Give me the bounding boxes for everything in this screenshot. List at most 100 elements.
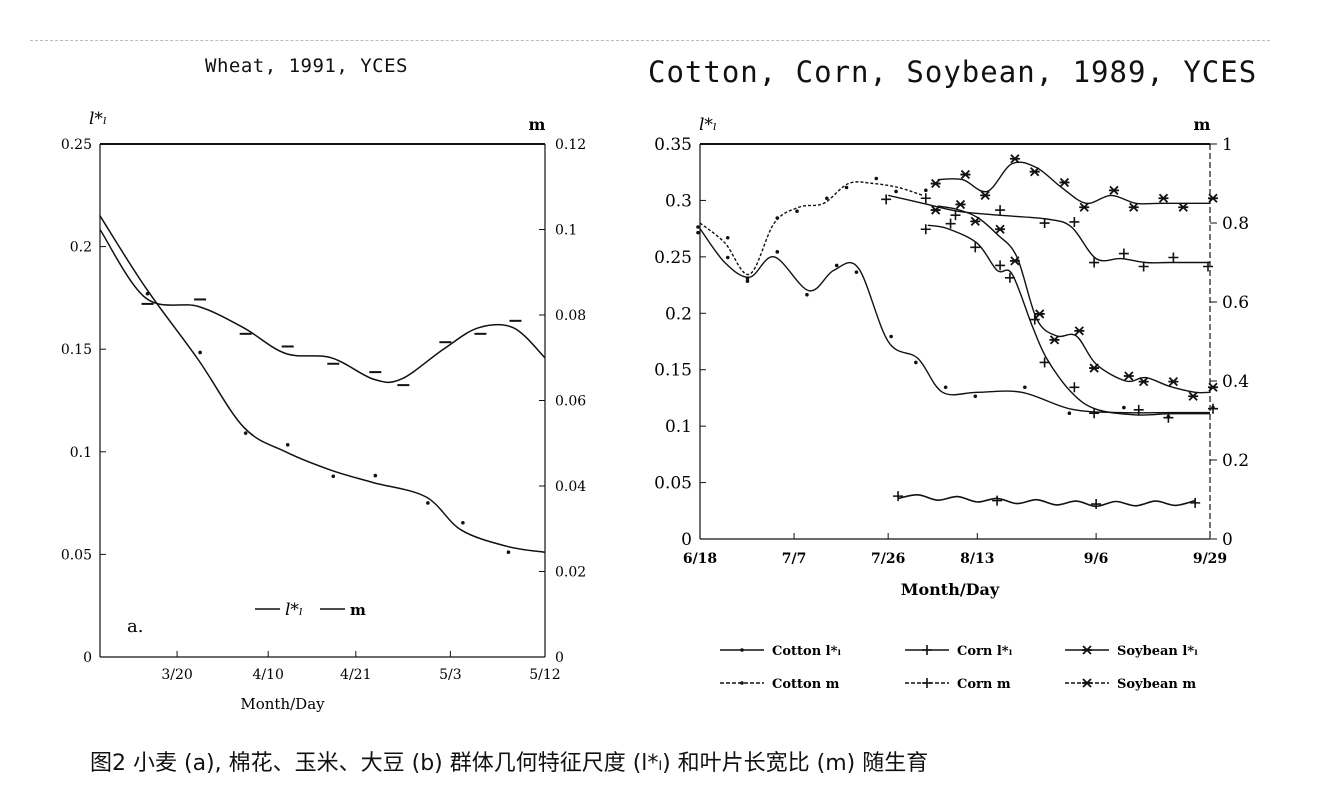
data-point (1009, 154, 1020, 164)
legend-marker (740, 648, 744, 652)
legend-label-l: l*ₗ (285, 600, 303, 620)
right-tick-label: 0 (1222, 530, 1233, 550)
legend-marker (1082, 645, 1092, 655)
right-tick-label: 0.8 (1222, 214, 1249, 234)
x-tick-label: 8/13 (960, 551, 994, 567)
data-point (1089, 363, 1100, 373)
data-point (725, 235, 730, 240)
left-tick-label: 0.1 (70, 445, 92, 461)
data-point (1178, 202, 1189, 212)
legend-label: Cotton m (772, 677, 840, 692)
data-point (824, 196, 829, 201)
series-line-5 (937, 161, 1210, 205)
left-tick-label: 0.35 (654, 135, 692, 155)
left-tick-label: 0 (681, 530, 692, 550)
x-axis-label: Month/Day (240, 695, 325, 713)
data-point (1009, 256, 1020, 266)
data-point (1128, 202, 1139, 212)
right-tick-label: 0.6 (1222, 293, 1249, 313)
legend-marker (922, 678, 932, 688)
data-point (1029, 167, 1040, 177)
data-point (970, 216, 981, 226)
data-point (894, 189, 898, 194)
data-point (506, 550, 511, 554)
data-point (950, 210, 961, 221)
data-point (1168, 252, 1179, 263)
left-tick-label: 0.05 (61, 547, 92, 563)
data-point (1089, 408, 1100, 419)
data-point (874, 176, 879, 181)
left-tick-label: 0.1 (665, 417, 692, 437)
legend-label-m: m (350, 601, 366, 619)
data-point (1163, 412, 1174, 423)
right-tick-label: 0.08 (555, 308, 586, 324)
data-point (331, 474, 336, 479)
series-line-0 (699, 228, 1210, 414)
data-point (1039, 218, 1050, 229)
left-tick-label: 0.2 (70, 240, 92, 256)
x-axis-label: Month/Day (901, 580, 1000, 599)
left-tick-label: 0.3 (665, 191, 692, 211)
legend-marker (1082, 678, 1092, 688)
right-axis-label: m (529, 115, 546, 134)
data-point (725, 255, 730, 260)
data-point (980, 190, 991, 201)
data-point (1049, 335, 1060, 345)
legend-label: Cotton l*ₗ (772, 644, 841, 659)
data-point (970, 242, 981, 253)
data-point (889, 334, 893, 339)
chart-a-title: Wheat, 1991, YCES (205, 55, 408, 77)
right-tick-label: 0.04 (555, 479, 586, 495)
data-point (145, 291, 150, 296)
data-point (1123, 371, 1134, 381)
right-tick-label: 1 (1222, 135, 1233, 155)
panel-label: a. (127, 616, 143, 637)
right-tick-label: 0.1 (555, 223, 577, 239)
data-point (1029, 314, 1040, 325)
right-tick-label: 0 (555, 650, 564, 666)
data-point (1208, 403, 1218, 414)
data-point (745, 276, 750, 281)
x-tick-label: 3/20 (161, 667, 192, 683)
data-point (805, 292, 809, 297)
data-point (955, 199, 966, 210)
data-point (930, 178, 941, 189)
data-point (973, 394, 978, 399)
series-line-3 (699, 181, 924, 276)
cotton-corn-soybean-chart: 0.35 0.3 0.25 0.2 0.15 0.1 0.05 0 1 0.8 0.6 0.4 0.2 0… (654, 115, 1249, 692)
data-point (795, 209, 799, 213)
series-line-lower-band (897, 493, 1196, 508)
x-tick-label: 6/18 (683, 551, 717, 567)
wheat-chart: 0.25 0.2 0.15 0.1 0.05 0 0.12 0.1 0.08 0.06 0.04 0.… (61, 109, 586, 713)
x-tick-label: 9/29 (1193, 551, 1227, 567)
data-point (1074, 326, 1085, 336)
data-point (914, 360, 918, 365)
data-point (745, 279, 750, 283)
data-point (960, 169, 971, 180)
chart-b-title: Cotton, Corn, Soybean, 1989, YCES (648, 55, 1258, 89)
data-point (881, 194, 892, 205)
data-point (1079, 202, 1090, 212)
data-point (995, 224, 1006, 234)
data-point (924, 188, 928, 193)
x-tick-label: 4/21 (340, 667, 371, 683)
data-point (1023, 385, 1027, 390)
data-point (1190, 497, 1201, 508)
series-line-1 (927, 224, 1211, 416)
data-point (198, 350, 202, 355)
data-point (992, 495, 1003, 506)
data-point (943, 385, 948, 390)
data-point (920, 193, 931, 204)
right-tick-label: 0.02 (555, 565, 586, 581)
left-tick-label: 0.2 (665, 304, 692, 324)
x-tick-label: 7/26 (871, 551, 905, 567)
data-point (461, 520, 465, 525)
data-point (1158, 193, 1169, 203)
x-tick-label: 4/10 (252, 667, 283, 683)
legend-marker (922, 645, 932, 655)
legend-label: Soybean l*ₗ (1117, 644, 1198, 659)
right-tick-label: 0.4 (1222, 372, 1249, 392)
data-point (1133, 404, 1144, 415)
data-point (1091, 499, 1102, 510)
x-tick-label: 9/6 (1084, 551, 1109, 567)
